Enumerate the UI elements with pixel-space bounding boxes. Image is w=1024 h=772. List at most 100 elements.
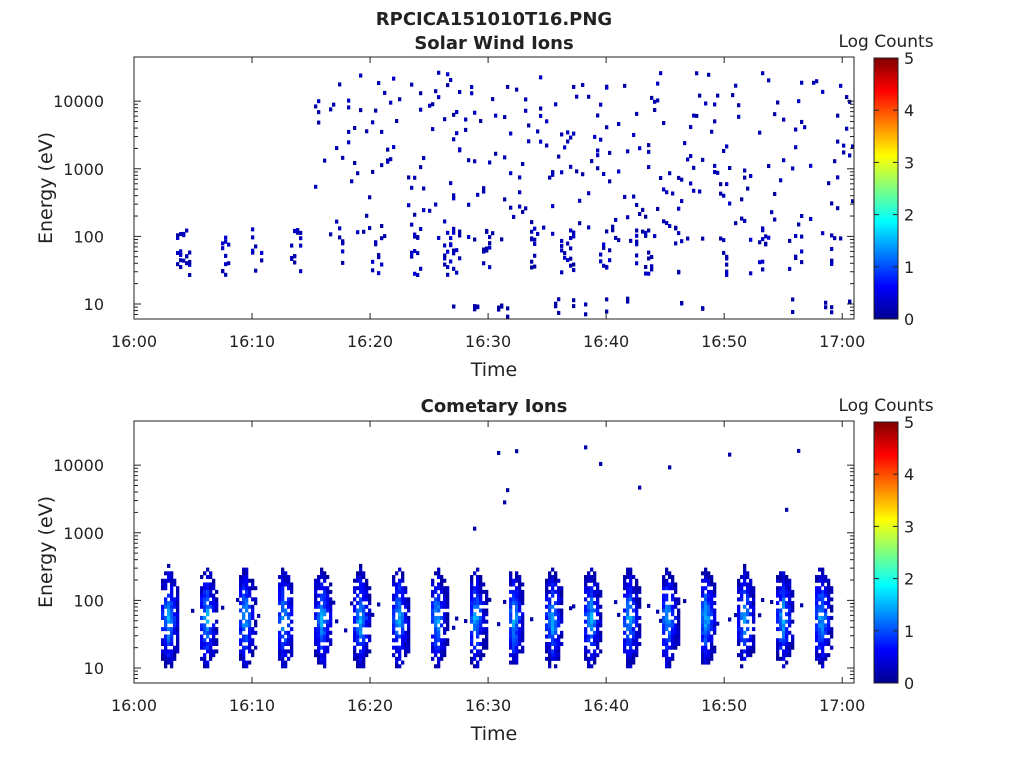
heatmap-cell	[749, 601, 753, 606]
heatmap-cell	[713, 586, 717, 591]
heatmap-cell	[674, 586, 678, 591]
heatmap-cell	[374, 242, 378, 247]
heatmap-cell	[239, 619, 243, 624]
heatmap-cell	[323, 630, 327, 635]
heatmap-cell	[380, 223, 384, 229]
heatmap-cell	[710, 597, 714, 602]
heatmap-cell	[587, 601, 591, 606]
heatmap-cell	[281, 593, 285, 598]
heatmap-cell	[560, 608, 564, 613]
heatmap-cell	[254, 645, 258, 650]
heatmap-cell	[707, 623, 711, 628]
heatmap-cell	[203, 630, 207, 635]
heatmap-cell	[242, 664, 246, 669]
heatmap-cell	[629, 238, 633, 243]
heatmap-cell	[518, 175, 522, 180]
heatmap-cell	[323, 638, 327, 643]
heatmap-cell	[611, 224, 615, 229]
heatmap-cell	[359, 586, 363, 591]
heatmap-cell	[509, 131, 513, 136]
heatmap-cell	[404, 597, 408, 602]
heatmap-cell	[686, 157, 690, 162]
heatmap-cell	[668, 664, 672, 669]
heatmap-cell	[362, 612, 366, 617]
heatmap-cell	[413, 249, 417, 254]
heatmap-cell	[590, 656, 594, 661]
heatmap-cell	[497, 622, 501, 627]
heatmap-cell	[359, 623, 363, 628]
heatmap-cell	[629, 660, 633, 665]
heatmap-cell	[419, 165, 423, 170]
heatmap-cell	[635, 608, 639, 613]
heatmap-cell	[431, 582, 435, 587]
heatmap-cell	[518, 589, 522, 594]
heatmap-cell	[164, 578, 168, 583]
heatmap-cell	[743, 168, 747, 173]
heatmap-cell	[593, 608, 597, 613]
heatmap-cell	[443, 243, 447, 248]
heatmap-cell	[680, 199, 684, 204]
heatmap-cell	[749, 589, 753, 594]
heatmap-cell	[407, 615, 411, 620]
heatmap-cell	[248, 586, 252, 591]
heatmap-cell	[713, 627, 717, 632]
heatmap-cell	[752, 604, 756, 609]
heatmap-cell	[485, 645, 489, 650]
heatmap-cell	[449, 243, 453, 248]
heatmap-cell	[209, 589, 213, 594]
heatmap-cell	[752, 627, 756, 632]
heatmap-cell	[437, 638, 441, 643]
heatmap-cell	[593, 623, 597, 628]
heatmap-cell	[356, 586, 360, 591]
heatmap-cell	[626, 615, 630, 620]
heatmap-cell	[785, 586, 789, 591]
heatmap-cell	[446, 265, 450, 270]
heatmap-cell	[287, 578, 291, 583]
heatmap-cell	[701, 589, 705, 594]
heatmap-cell	[782, 664, 786, 669]
heatmap-cell	[497, 450, 501, 455]
heatmap-cell	[251, 638, 255, 643]
heatmap-cell	[377, 253, 381, 258]
heatmap-cell	[368, 601, 372, 606]
heatmap-cell	[788, 615, 792, 620]
heatmap-cell	[593, 660, 597, 665]
heatmap-cell	[443, 578, 447, 583]
heatmap-cell	[323, 612, 327, 617]
heatmap-cell	[239, 593, 243, 598]
heatmap-cell	[518, 630, 522, 635]
heatmap-cell	[248, 593, 252, 598]
heatmap-cell	[452, 226, 456, 231]
heatmap-cell	[530, 259, 534, 264]
heatmap-cell	[548, 575, 552, 580]
heatmap-cell	[407, 627, 411, 632]
heatmap-cell	[629, 619, 633, 624]
heatmap-cell	[479, 578, 483, 583]
heatmap-cell	[437, 95, 441, 100]
heatmap-cell	[545, 578, 549, 583]
heatmap-cell	[395, 593, 399, 598]
heatmap-cell	[704, 578, 708, 583]
heatmap-cell	[179, 252, 183, 257]
heatmap-cell	[605, 309, 609, 314]
heatmap-cell	[557, 612, 561, 617]
heatmap-cell	[818, 597, 822, 602]
heatmap-cell	[818, 615, 822, 620]
heatmap-cell	[824, 300, 828, 305]
heatmap-cell	[776, 589, 780, 594]
heatmap-cell	[323, 619, 327, 624]
heatmap-cell	[548, 645, 552, 650]
x-tick-label: 16:40	[583, 332, 629, 351]
heatmap-cell	[332, 600, 336, 605]
heatmap-cell	[329, 630, 333, 635]
heatmap-cell	[500, 304, 504, 309]
heatmap-cell	[566, 139, 570, 144]
heatmap-cell	[560, 641, 564, 646]
heatmap-cell	[371, 120, 375, 125]
heatmap-cell	[470, 601, 474, 606]
heatmap-cell	[527, 139, 531, 144]
heatmap-cell	[356, 171, 360, 176]
heatmap-cell	[167, 649, 171, 654]
heatmap-cell	[512, 630, 516, 635]
heatmap-cell	[410, 254, 414, 259]
